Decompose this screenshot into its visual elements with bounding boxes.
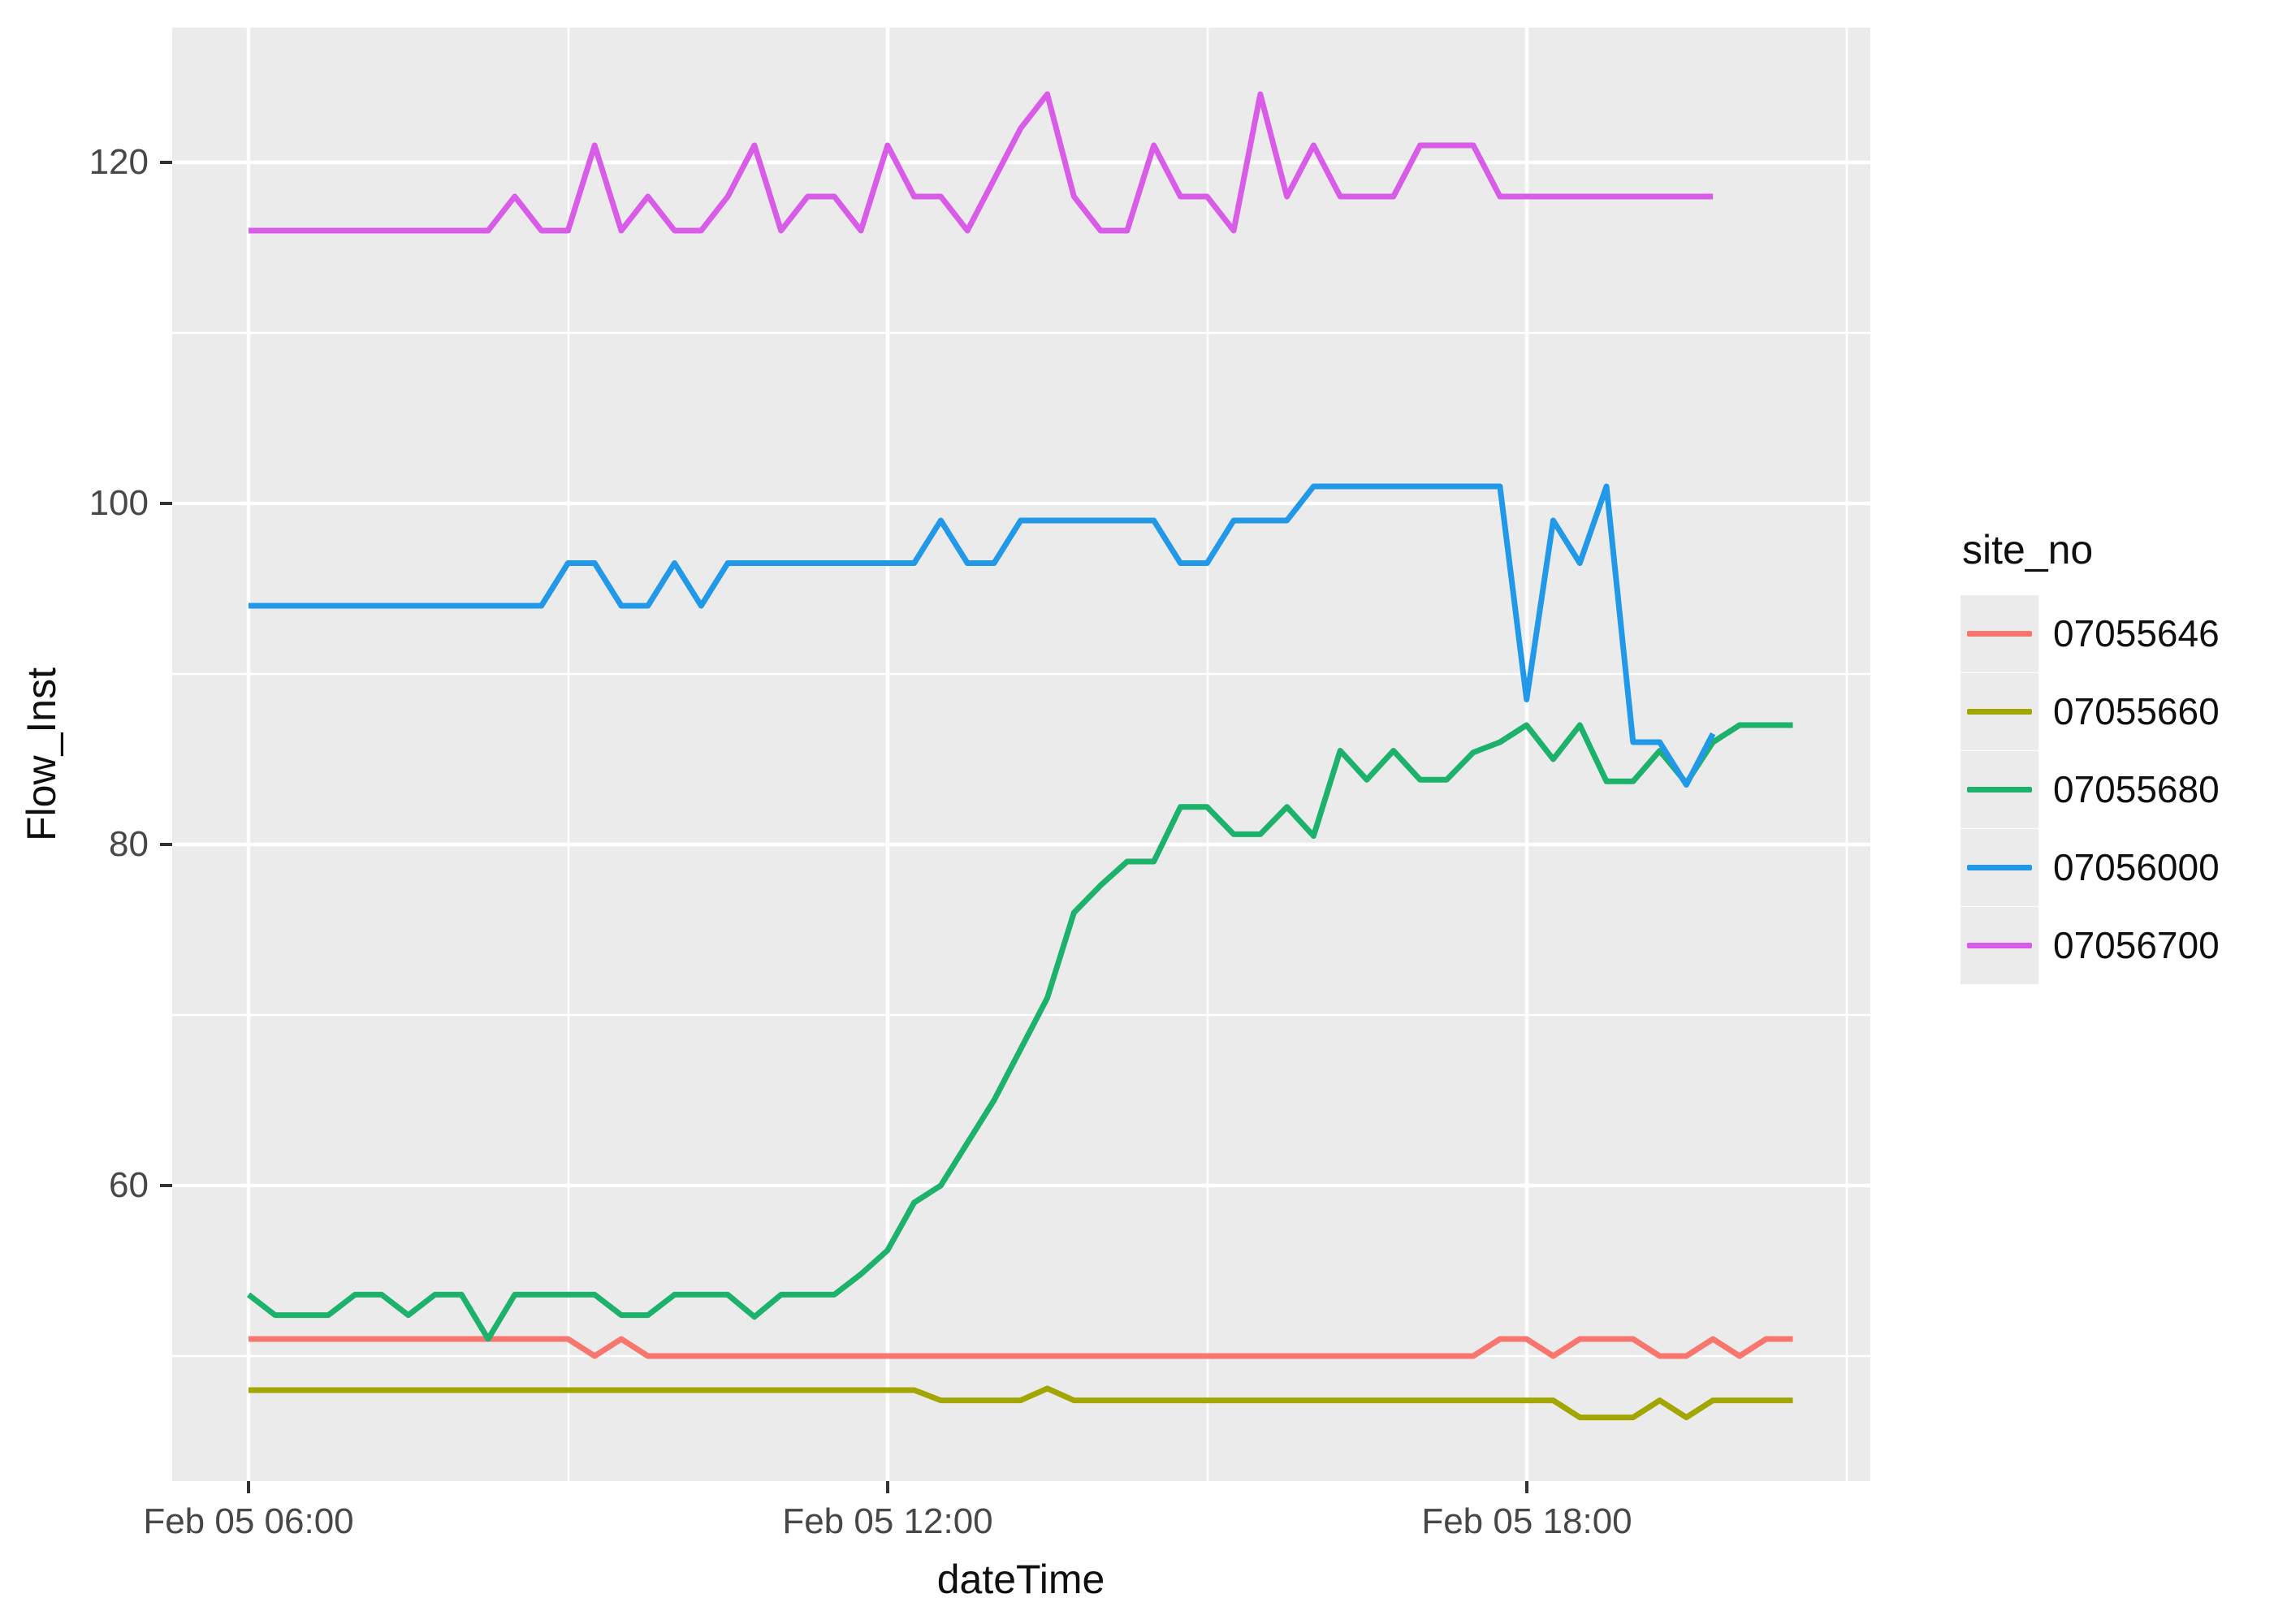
series-line-07055646 — [249, 1336, 1793, 1359]
legend-key-07056700 — [1961, 907, 2038, 984]
legend-swatch-07056700 — [1967, 943, 2032, 948]
plot-panel — [172, 28, 1870, 1481]
legend-swatch-07056000 — [1967, 865, 2032, 870]
legend-item-label-07056000: 07056000 — [2053, 846, 2220, 888]
legend-swatch-07055646 — [1967, 631, 2032, 637]
legend-item-label-07055680: 07055680 — [2053, 768, 2220, 810]
legend-key-07055646 — [1961, 595, 2038, 672]
series-line-07055680 — [246, 722, 1793, 1342]
series-line-07056000 — [249, 483, 1716, 788]
y-tick-label-80: 80 — [109, 824, 149, 864]
y-tick-label-60: 60 — [109, 1165, 149, 1205]
x-tick-label-3: Feb 05 18:00 — [1421, 1501, 1632, 1541]
y-tick-label-100: 100 — [89, 483, 149, 523]
legend-key-07055660 — [1961, 673, 2038, 750]
legend-item-label-07055646: 07055646 — [2053, 612, 2220, 654]
y-tick-label-120: 120 — [89, 142, 149, 182]
legend-title: site_no — [1962, 527, 2094, 572]
y-axis-title: Flow_Inst — [19, 667, 64, 841]
series-line-07056700 — [249, 91, 1714, 234]
legend-swatch-07055660 — [1967, 709, 2032, 715]
legend-key-07056000 — [1961, 829, 2038, 906]
legend-item-label-07056700: 07056700 — [2053, 924, 2220, 966]
x-axis-title: dateTime — [936, 1557, 1105, 1602]
x-tick-label-2: Feb 05 12:00 — [782, 1501, 993, 1541]
legend-item-label-07055660: 07055660 — [2053, 690, 2220, 732]
series-line-07055660 — [249, 1385, 1793, 1421]
legend-swatch-07055680 — [1967, 787, 2032, 793]
x-tick-label-1: Feb 05 06:00 — [143, 1501, 354, 1541]
legend-key-07055680 — [1961, 751, 2038, 828]
